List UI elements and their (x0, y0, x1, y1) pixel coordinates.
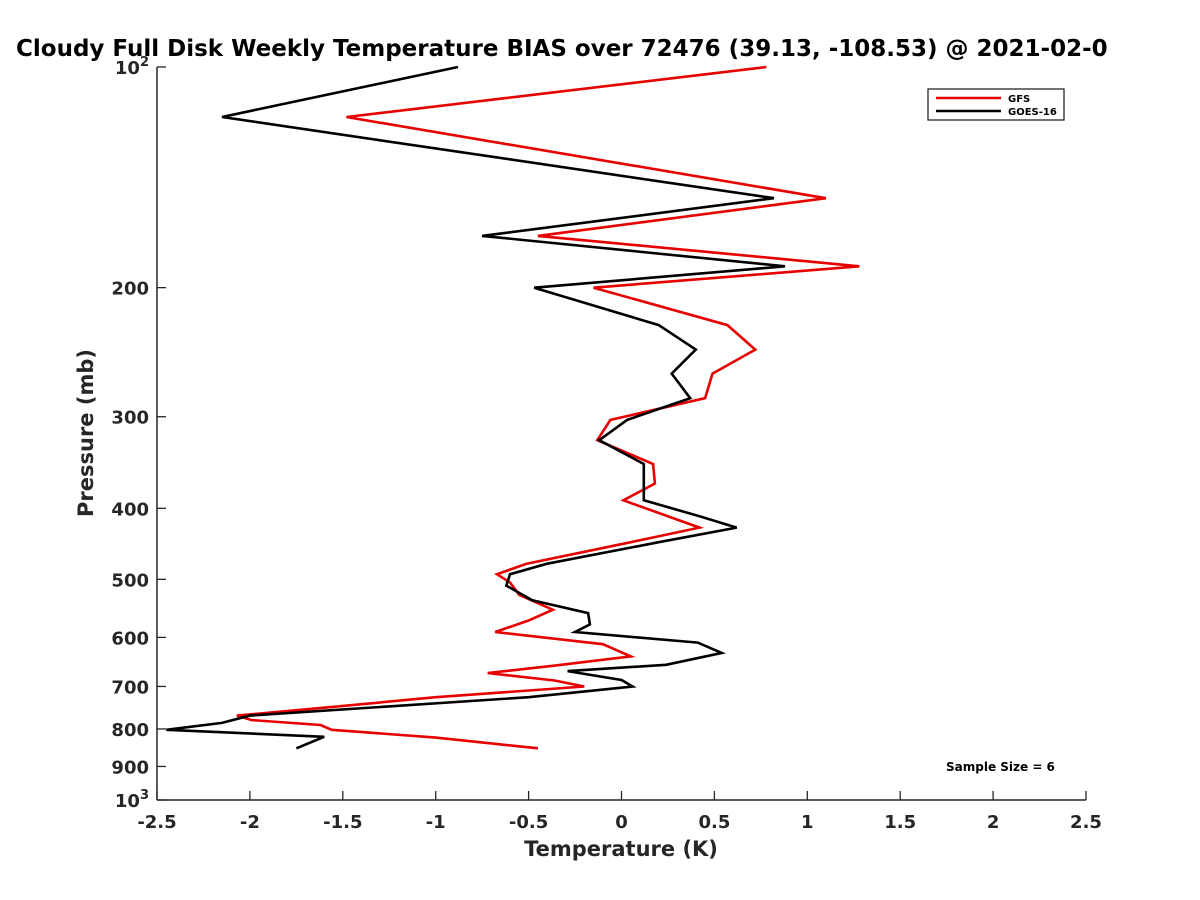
y-tick-label: 200 (111, 279, 149, 300)
legend: GFS GOES-16 (927, 88, 1065, 121)
y-tick-label: 600 (111, 628, 149, 649)
series-lines (166, 65, 860, 750)
legend-box (927, 88, 1065, 121)
series-line-goes-16 (166, 65, 786, 750)
y-tick-label: 800 (111, 720, 149, 741)
y-axis: 102 200 300 400 500 600 700 800 900 103 (111, 55, 166, 812)
y-tick-label: 103 (115, 788, 149, 812)
legend-label: GOES-16 (1008, 107, 1057, 118)
x-tick-label: -2 (240, 812, 260, 833)
x-tick-label: -1 (426, 812, 446, 833)
y-tick-label: 500 (111, 570, 149, 591)
x-tick-label: 0 (615, 812, 628, 833)
x-tick-label: -2.5 (137, 812, 176, 833)
y-tick-label: 900 (111, 757, 149, 778)
y-axis-label: Pressure (mb) (74, 349, 98, 517)
x-tick-label: 1 (801, 812, 814, 833)
x-tick-label: 0.5 (698, 812, 730, 833)
y-tick-label: 400 (111, 499, 149, 520)
y-tick-label: 300 (111, 408, 149, 429)
series-line-gfs (236, 65, 860, 750)
y-tick-label: 102 (115, 55, 149, 79)
x-axis-label: Temperature (K) (524, 837, 718, 861)
x-tick-label: -0.5 (509, 812, 548, 833)
chart-title: Cloudy Full Disk Weekly Temperature BIAS… (16, 36, 1108, 62)
x-tick-label: -1.5 (323, 812, 362, 833)
x-tick-label: 2 (987, 812, 1000, 833)
x-tick-label: 1.5 (884, 812, 916, 833)
x-tick-label: 2.5 (1070, 812, 1102, 833)
sample-size-annotation: Sample Size = 6 (946, 760, 1055, 774)
y-tick-label: 700 (111, 677, 149, 698)
legend-label: GFS (1008, 94, 1030, 105)
x-axis: -2.5 -2 -1.5 -1 -0.5 0 0.5 1 1.5 2 2.5 (137, 791, 1102, 833)
